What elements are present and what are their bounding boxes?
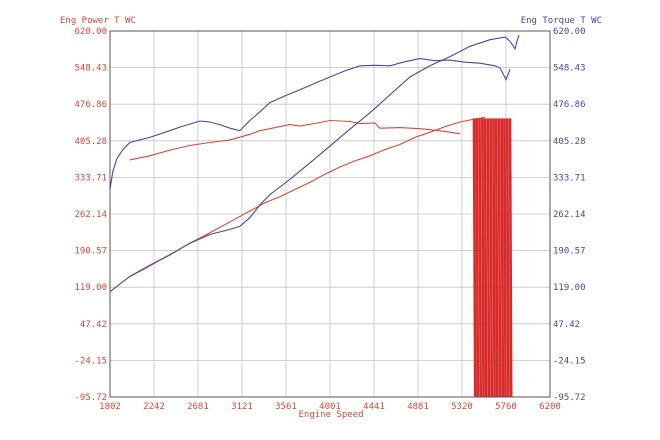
y-tick-label-right: 333.71 bbox=[553, 173, 586, 183]
series-line-power_run1 bbox=[129, 116, 486, 277]
x-tick-label: 5320 bbox=[451, 402, 473, 412]
y-tick-label-left: 405.28 bbox=[74, 137, 107, 147]
x-tick-label: 4441 bbox=[363, 402, 385, 412]
right-axis-title: Eng Torque T WC bbox=[521, 16, 602, 26]
y-tick-label-right: -24.15 bbox=[553, 356, 586, 366]
x-tick-label: 2681 bbox=[187, 402, 209, 412]
y-tick-label-right: 476.86 bbox=[553, 100, 586, 110]
y-tick-label-left: -24.15 bbox=[74, 356, 107, 366]
series-line-power_run2 bbox=[129, 119, 461, 161]
y-tick-label-right: 47.42 bbox=[553, 320, 580, 330]
y-tick-label-left: 262.14 bbox=[74, 210, 107, 220]
y-tick-label-right: -95.72 bbox=[553, 393, 586, 403]
x-tick-label: 6200 bbox=[539, 402, 561, 412]
y-tick-label-left: -95.72 bbox=[74, 393, 107, 403]
y-tick-label-right: 405.28 bbox=[553, 137, 586, 147]
y-tick-label-right: 119.00 bbox=[553, 283, 586, 293]
power-spike-artifact bbox=[472, 118, 513, 398]
left-axis-title: Eng Power T WC bbox=[60, 16, 136, 26]
x-tick-label: 3121 bbox=[231, 402, 253, 412]
y-tick-label-right: 262.14 bbox=[553, 210, 586, 220]
plot-frame bbox=[109, 30, 551, 398]
x-axis-title: Engine Speed bbox=[298, 410, 363, 420]
data-series bbox=[109, 34, 520, 398]
x-tick-label: 5760 bbox=[495, 402, 517, 412]
y-tick-label-left: 333.71 bbox=[74, 173, 107, 183]
x-tick-label: 3561 bbox=[275, 402, 297, 412]
y-tick-label-left: 620.00 bbox=[74, 27, 107, 37]
series-line-torque_run2 bbox=[109, 34, 520, 293]
y-tick-label-right: 548.43 bbox=[553, 64, 586, 74]
x-tick-label: 4001 bbox=[319, 402, 341, 412]
y-tick-label-left: 476.86 bbox=[74, 100, 107, 110]
y-tick-label-left: 119.00 bbox=[74, 283, 107, 293]
y-tick-label-left: 548.43 bbox=[74, 64, 107, 74]
x-tick-label: 1802 bbox=[99, 402, 121, 412]
series-line-torque_run1 bbox=[109, 58, 511, 190]
y-tick-label-left: 47.42 bbox=[80, 320, 107, 330]
y-tick-label-right: 190.57 bbox=[553, 247, 586, 257]
x-tick-label: 2242 bbox=[143, 402, 165, 412]
y-tick-label-right: 620.00 bbox=[553, 27, 586, 37]
x-tick-label: 4881 bbox=[407, 402, 429, 412]
y-tick-label-left: 190.57 bbox=[74, 247, 107, 257]
axes: 1802 2242 2681 3121 3561 4001 4441 4881 5320 5760… bbox=[74, 27, 585, 412]
